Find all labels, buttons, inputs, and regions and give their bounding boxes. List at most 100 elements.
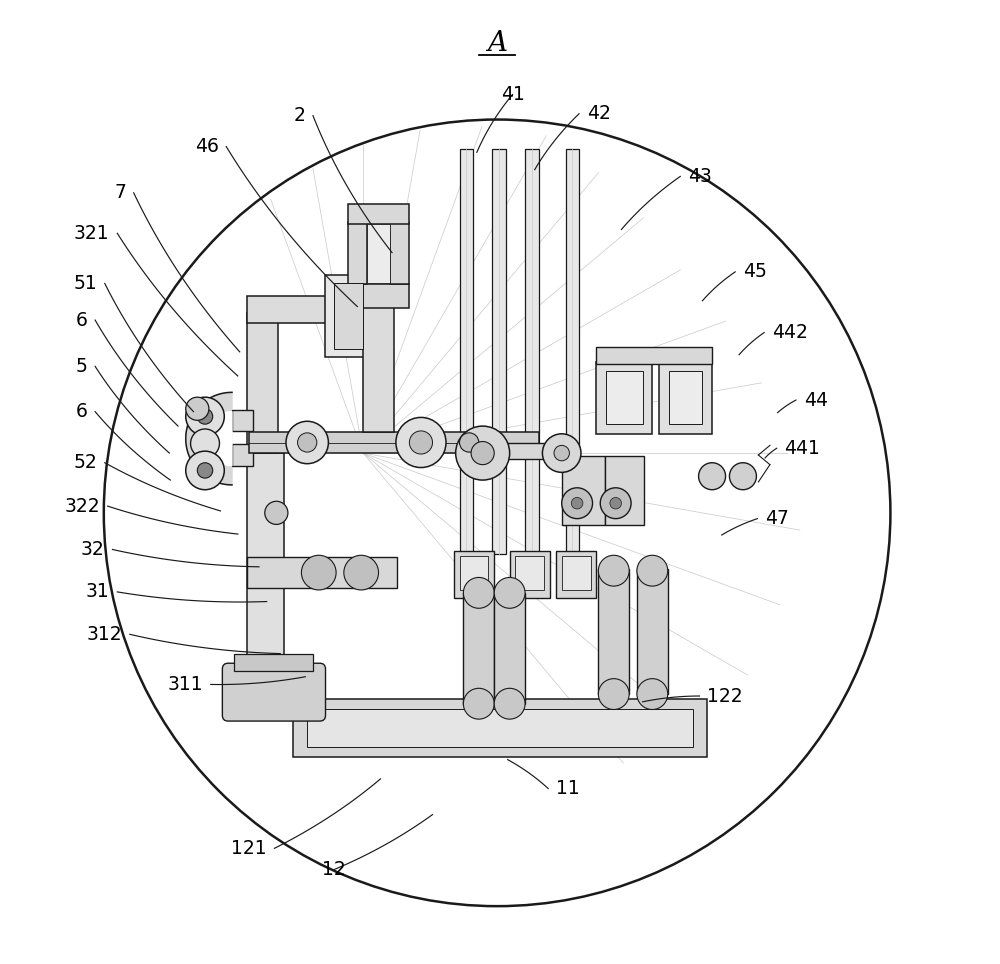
- Bar: [348, 284, 409, 308]
- Text: 6: 6: [76, 310, 87, 330]
- Bar: [606, 371, 643, 424]
- Bar: [454, 551, 494, 598]
- Bar: [605, 456, 644, 525]
- Bar: [232, 444, 253, 466]
- Polygon shape: [205, 412, 232, 466]
- Text: 11: 11: [556, 779, 580, 798]
- Bar: [334, 283, 363, 349]
- Circle shape: [729, 463, 756, 490]
- Bar: [247, 453, 284, 656]
- Circle shape: [699, 463, 726, 490]
- Bar: [325, 275, 371, 357]
- Bar: [367, 224, 390, 283]
- Text: 312: 312: [86, 625, 122, 644]
- Text: 7: 7: [114, 183, 126, 202]
- Text: 47: 47: [765, 509, 789, 528]
- Bar: [460, 149, 473, 554]
- Text: 46: 46: [195, 137, 219, 156]
- Bar: [460, 556, 488, 590]
- Circle shape: [610, 497, 621, 509]
- Circle shape: [460, 433, 479, 452]
- Bar: [669, 371, 702, 424]
- Bar: [596, 362, 652, 434]
- Bar: [659, 362, 712, 434]
- Bar: [234, 654, 313, 671]
- Circle shape: [600, 488, 631, 519]
- Text: 321: 321: [74, 224, 110, 243]
- Bar: [247, 296, 352, 323]
- Text: 121: 121: [231, 839, 267, 858]
- Bar: [596, 347, 712, 364]
- Bar: [510, 551, 550, 598]
- Text: 44: 44: [804, 390, 828, 410]
- Circle shape: [456, 426, 510, 480]
- Circle shape: [494, 688, 525, 719]
- Bar: [390, 222, 409, 284]
- Circle shape: [554, 445, 569, 461]
- Text: 42: 42: [587, 104, 611, 123]
- Circle shape: [494, 577, 525, 608]
- Circle shape: [301, 555, 336, 590]
- Circle shape: [463, 577, 494, 608]
- FancyBboxPatch shape: [222, 663, 326, 721]
- Bar: [562, 456, 605, 525]
- Circle shape: [598, 679, 629, 710]
- Circle shape: [298, 433, 317, 452]
- Circle shape: [186, 397, 224, 436]
- Circle shape: [197, 409, 213, 424]
- Bar: [562, 556, 591, 590]
- Circle shape: [344, 555, 379, 590]
- Text: 52: 52: [73, 453, 97, 472]
- Circle shape: [396, 417, 446, 468]
- Text: 5: 5: [76, 357, 87, 376]
- Circle shape: [463, 688, 494, 719]
- Text: 41: 41: [501, 85, 524, 104]
- Bar: [566, 149, 579, 554]
- Bar: [307, 709, 693, 747]
- Bar: [348, 222, 367, 284]
- Bar: [348, 204, 409, 224]
- Text: 31: 31: [86, 582, 110, 602]
- Circle shape: [542, 434, 581, 472]
- Circle shape: [186, 451, 224, 490]
- Circle shape: [637, 679, 668, 710]
- Circle shape: [637, 555, 668, 586]
- Circle shape: [571, 497, 583, 509]
- Bar: [483, 443, 562, 459]
- Polygon shape: [186, 392, 232, 485]
- Circle shape: [265, 501, 288, 524]
- Text: 442: 442: [772, 323, 808, 342]
- Bar: [637, 569, 668, 694]
- Circle shape: [409, 431, 433, 454]
- Text: A: A: [487, 30, 507, 57]
- Bar: [232, 410, 253, 431]
- Bar: [494, 593, 525, 704]
- Bar: [598, 569, 629, 694]
- Circle shape: [286, 421, 328, 464]
- Text: 441: 441: [784, 439, 820, 458]
- Circle shape: [471, 442, 494, 465]
- Text: 43: 43: [688, 167, 712, 186]
- Text: 12: 12: [322, 860, 346, 879]
- Text: 322: 322: [64, 496, 100, 516]
- Text: 122: 122: [707, 686, 743, 706]
- Bar: [492, 149, 506, 554]
- Circle shape: [186, 397, 209, 420]
- Bar: [247, 557, 397, 588]
- Bar: [463, 593, 494, 704]
- Bar: [293, 699, 707, 757]
- Bar: [556, 551, 596, 598]
- Text: 2: 2: [293, 106, 305, 125]
- Bar: [525, 149, 539, 554]
- Text: 32: 32: [81, 540, 105, 559]
- Text: 6: 6: [76, 402, 87, 421]
- Circle shape: [191, 429, 219, 458]
- Circle shape: [598, 555, 629, 586]
- Text: 45: 45: [743, 262, 767, 281]
- Text: 51: 51: [73, 274, 97, 293]
- Circle shape: [562, 488, 593, 519]
- Bar: [515, 556, 544, 590]
- Text: 311: 311: [167, 675, 203, 694]
- Bar: [247, 313, 278, 453]
- Bar: [363, 307, 394, 432]
